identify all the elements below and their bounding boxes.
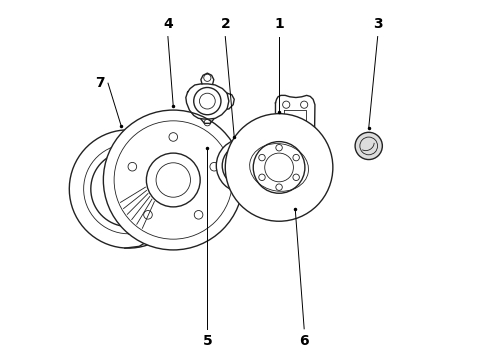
Text: 2: 2	[220, 17, 230, 31]
Text: 4: 4	[163, 17, 173, 31]
Text: 6: 6	[299, 334, 309, 348]
Circle shape	[355, 132, 382, 159]
Circle shape	[147, 153, 200, 207]
Text: 5: 5	[202, 334, 212, 348]
Polygon shape	[69, 130, 182, 248]
Circle shape	[107, 167, 150, 211]
Circle shape	[194, 87, 221, 115]
Text: 3: 3	[373, 17, 383, 31]
Circle shape	[225, 114, 333, 221]
Text: 1: 1	[274, 17, 284, 31]
Text: 7: 7	[95, 76, 104, 90]
Circle shape	[103, 110, 243, 250]
Circle shape	[216, 139, 270, 193]
